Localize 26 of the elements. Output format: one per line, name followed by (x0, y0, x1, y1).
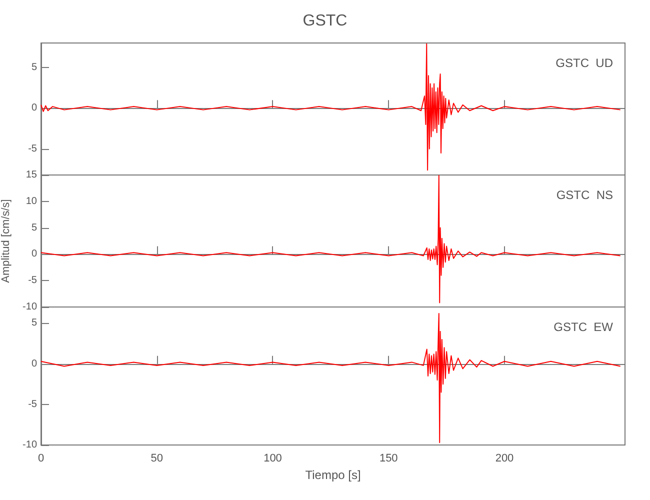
y-tick-label: 10 (26, 196, 38, 207)
y-tick-label: 5 (31, 318, 38, 329)
y-axis-title: Amplitud [cm/s/s] (0, 199, 12, 283)
x-tick-label: 100 (264, 452, 282, 464)
y-tick-label: 15 (26, 170, 38, 180)
line-series (40, 43, 621, 171)
annotation: GSTC UD (556, 56, 614, 70)
x-tick-label: 200 (495, 452, 514, 464)
annotation: GSTC NS (556, 188, 613, 202)
line-series (40, 175, 621, 304)
y-tick-label: 0 (31, 102, 38, 114)
y-tick-label: -5 (28, 275, 38, 286)
y-tick-label: -10 (22, 440, 38, 450)
x-axis-title: Tiempo [s] (305, 468, 361, 482)
y-tick-label: 0 (31, 358, 38, 370)
line-series (40, 312, 621, 444)
y-tick-label: 5 (31, 62, 38, 73)
y-tick-label: -5 (28, 143, 38, 154)
y-tick-label: 5 (31, 222, 38, 234)
x-tick-label: 150 (379, 452, 398, 464)
chart-title: GSTC (302, 12, 348, 30)
x-tick-label: 50 (150, 452, 163, 464)
y-tick-label: 0 (31, 248, 38, 260)
annotation: GSTC EW (554, 320, 614, 334)
y-tick-label: -10 (22, 302, 38, 312)
y-tick-label: -5 (28, 398, 38, 410)
